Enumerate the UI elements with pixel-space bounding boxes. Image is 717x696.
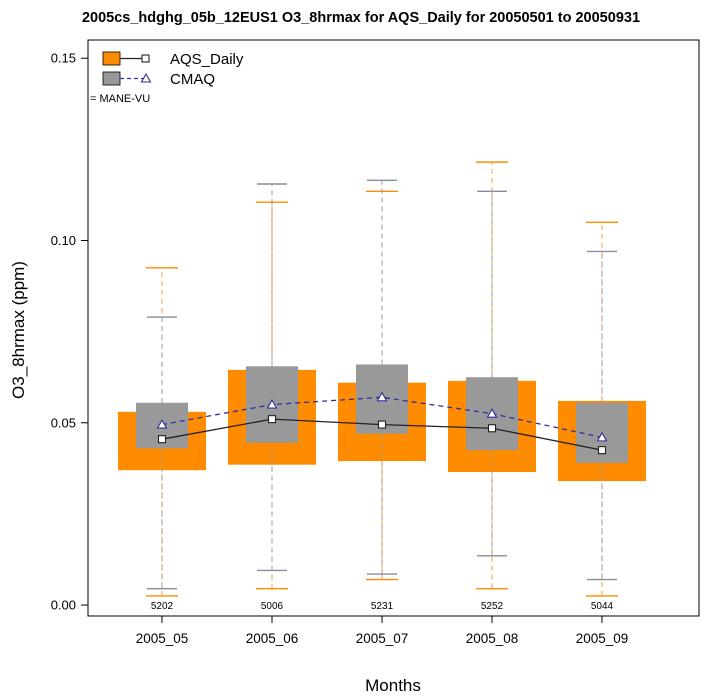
cmaq-median-point-2 bbox=[376, 391, 388, 402]
x-tick-label-1: 2005_06 bbox=[246, 631, 299, 646]
legend-cmaq-marker bbox=[140, 72, 152, 83]
x-tick-label-3: 2005_08 bbox=[466, 631, 519, 646]
y-axis-label: O3_8hrmax (ppm) bbox=[9, 261, 28, 399]
cmaq-median-point-3 bbox=[486, 408, 498, 418]
legend-aqs-swatch bbox=[102, 51, 121, 66]
aqs-median-point-2 bbox=[377, 420, 387, 429]
y-axis: 0.00 0.05 0.10 0.15 bbox=[51, 51, 88, 613]
plot-frame bbox=[87, 39, 700, 617]
cmaq-series bbox=[136, 179, 628, 590]
aqs-median-point-1 bbox=[267, 415, 277, 424]
y-tick-label-1: 0.05 bbox=[51, 415, 76, 430]
median-lines bbox=[156, 391, 608, 455]
aqs-median-point-0 bbox=[157, 435, 167, 444]
legend: AQS_Daily CMAQ = MANE-VU bbox=[90, 51, 244, 105]
aqs-median-point-4 bbox=[597, 446, 607, 455]
chart-title: 2005cs_hdghg_05b_12EUS1 O3_8hrmax for AQ… bbox=[82, 10, 640, 26]
region-note: = MANE-VU bbox=[90, 93, 150, 105]
y-tick-label-2: 0.10 bbox=[51, 233, 76, 248]
x-tick-label-0: 2005_05 bbox=[136, 631, 189, 646]
legend-cmaq-label: CMAQ bbox=[170, 71, 215, 88]
x-axis: 2005_05 2005_06 2005_07 2005_08 2005_09 bbox=[136, 616, 629, 646]
legend-aqs-label: AQS_Daily bbox=[170, 51, 244, 68]
y-tick-label-0: 0.00 bbox=[51, 598, 76, 613]
cmaq-median-line bbox=[161, 396, 603, 439]
count-label-2: 5231 bbox=[371, 601, 394, 612]
x-axis-label: Months bbox=[365, 676, 421, 695]
count-label-3: 5252 bbox=[481, 601, 504, 612]
legend-cmaq-swatch bbox=[102, 71, 121, 86]
y-tick-label-3: 0.15 bbox=[51, 51, 76, 66]
cmaq-median-point-1 bbox=[266, 398, 278, 409]
x-tick-label-2: 2005_07 bbox=[356, 631, 409, 646]
cmaq-median-point-0 bbox=[156, 418, 168, 429]
x-tick-label-4: 2005_09 bbox=[576, 631, 629, 646]
count-label-4: 5044 bbox=[591, 601, 614, 612]
aqs-median-point-3 bbox=[487, 424, 497, 433]
cmaq-median-point-4 bbox=[596, 431, 608, 442]
count-label-0: 5202 bbox=[151, 601, 174, 612]
count-labels: 5202 5006 5231 5252 5044 bbox=[151, 601, 614, 612]
legend-aqs-marker bbox=[141, 54, 150, 63]
count-label-1: 5006 bbox=[261, 601, 284, 612]
